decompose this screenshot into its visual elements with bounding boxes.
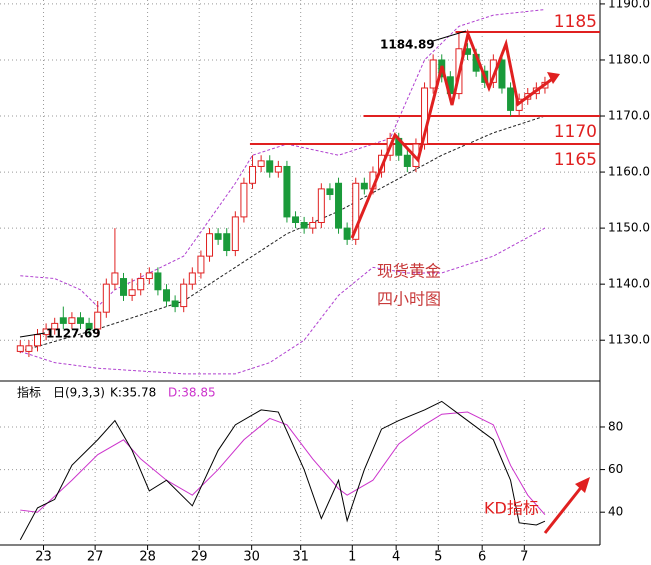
level-label: 1165: [554, 150, 597, 170]
candle-body: [120, 278, 128, 296]
leader-line: [432, 30, 467, 42]
candle-body: [111, 272, 119, 285]
candle-body: [51, 322, 59, 330]
kd-note: KD指标: [484, 499, 539, 518]
kd-arrow: [543, 484, 585, 534]
overlay-line: [20, 9, 546, 308]
candle-body: [180, 283, 188, 308]
candle-body: [309, 222, 317, 229]
level-label: 1170: [554, 122, 597, 142]
x-tick-label: 4: [392, 550, 400, 565]
candle-body: [507, 87, 515, 111]
candle-body: [94, 311, 102, 330]
candle-body: [317, 188, 325, 224]
candle-body: [292, 216, 300, 224]
low-label: 1127.69: [46, 327, 101, 341]
x-tick-label: 31: [292, 550, 309, 565]
candle-body: [42, 328, 50, 336]
d-line: [20, 411, 546, 515]
candle-body: [257, 160, 265, 167]
candle-body: [231, 216, 239, 252]
y-tick-label: 1180.0: [608, 52, 650, 66]
candle-body: [68, 317, 76, 324]
d-label: D:38.85: [168, 386, 216, 400]
k-line: [19, 400, 546, 541]
candle-body: [274, 165, 282, 173]
candle-body: [171, 300, 179, 308]
x-tick-label: 30: [243, 550, 260, 565]
k-label: K:35.78: [110, 386, 156, 400]
x-tick-label: 6: [478, 550, 486, 565]
candle-body: [128, 289, 136, 296]
candle-body: [25, 345, 33, 352]
x-tick-label: 27: [87, 550, 104, 565]
y-tick-label: 1170.0: [608, 109, 650, 123]
y-tick-label: 60: [608, 462, 623, 476]
note: 现货黄金: [377, 262, 441, 281]
high-label: 1184.89: [380, 38, 435, 52]
candle-body: [206, 233, 214, 257]
candle-body: [326, 188, 334, 195]
y-tick-label: 40: [608, 505, 623, 519]
arrow-head: [547, 72, 560, 84]
candle-body: [429, 59, 437, 89]
candle-body: [197, 255, 205, 274]
candle-body: [223, 233, 231, 252]
candle-body: [214, 233, 222, 240]
candle-body: [352, 182, 360, 240]
candle-body: [360, 182, 368, 190]
x-tick-label: 7: [520, 550, 528, 565]
trend-arrow: [350, 28, 556, 239]
leader-line: [19, 332, 46, 338]
candle-body: [85, 322, 93, 330]
candle-body: [102, 283, 110, 313]
overlay-line: [20, 227, 546, 375]
candle-body: [421, 87, 429, 145]
y-tick-label: 1190.0: [608, 0, 650, 10]
note: 四小时图: [377, 290, 441, 309]
candle-body: [343, 227, 351, 240]
candle-body: [154, 272, 162, 291]
candle-body: [335, 182, 343, 229]
candle-body: [249, 165, 257, 184]
level-label: 1185: [554, 12, 597, 32]
x-tick-label: 29: [191, 550, 208, 565]
candle-body: [16, 345, 24, 352]
candle-body: [403, 154, 411, 167]
candle-body: [34, 334, 42, 347]
candle-body: [266, 160, 274, 173]
candle-body: [283, 165, 291, 218]
kd-params: 日(9,3,3): [53, 386, 105, 400]
candle-body: [188, 272, 196, 285]
y-tick-label: 1130.0: [608, 333, 650, 347]
candle-body: [77, 317, 85, 324]
kd-title: 指标: [17, 385, 41, 400]
candle-body: [163, 289, 171, 302]
candle-body: [498, 59, 506, 89]
x-tick-label: 23: [35, 550, 52, 565]
candle-body: [240, 182, 248, 218]
candle-body: [137, 278, 145, 291]
y-tick-label: 1150.0: [608, 221, 650, 235]
y-tick-label: 1140.0: [608, 277, 650, 291]
candle-body: [300, 222, 308, 229]
arrow-head: [575, 477, 590, 493]
x-tick-label: 5: [434, 550, 442, 565]
y-tick-label: 1160.0: [608, 165, 650, 179]
x-tick-label: 1: [348, 550, 356, 565]
x-tick-label: 28: [139, 550, 156, 565]
y-tick-label: 80: [608, 419, 623, 433]
candle-body: [59, 317, 67, 324]
candle-body: [145, 272, 153, 280]
